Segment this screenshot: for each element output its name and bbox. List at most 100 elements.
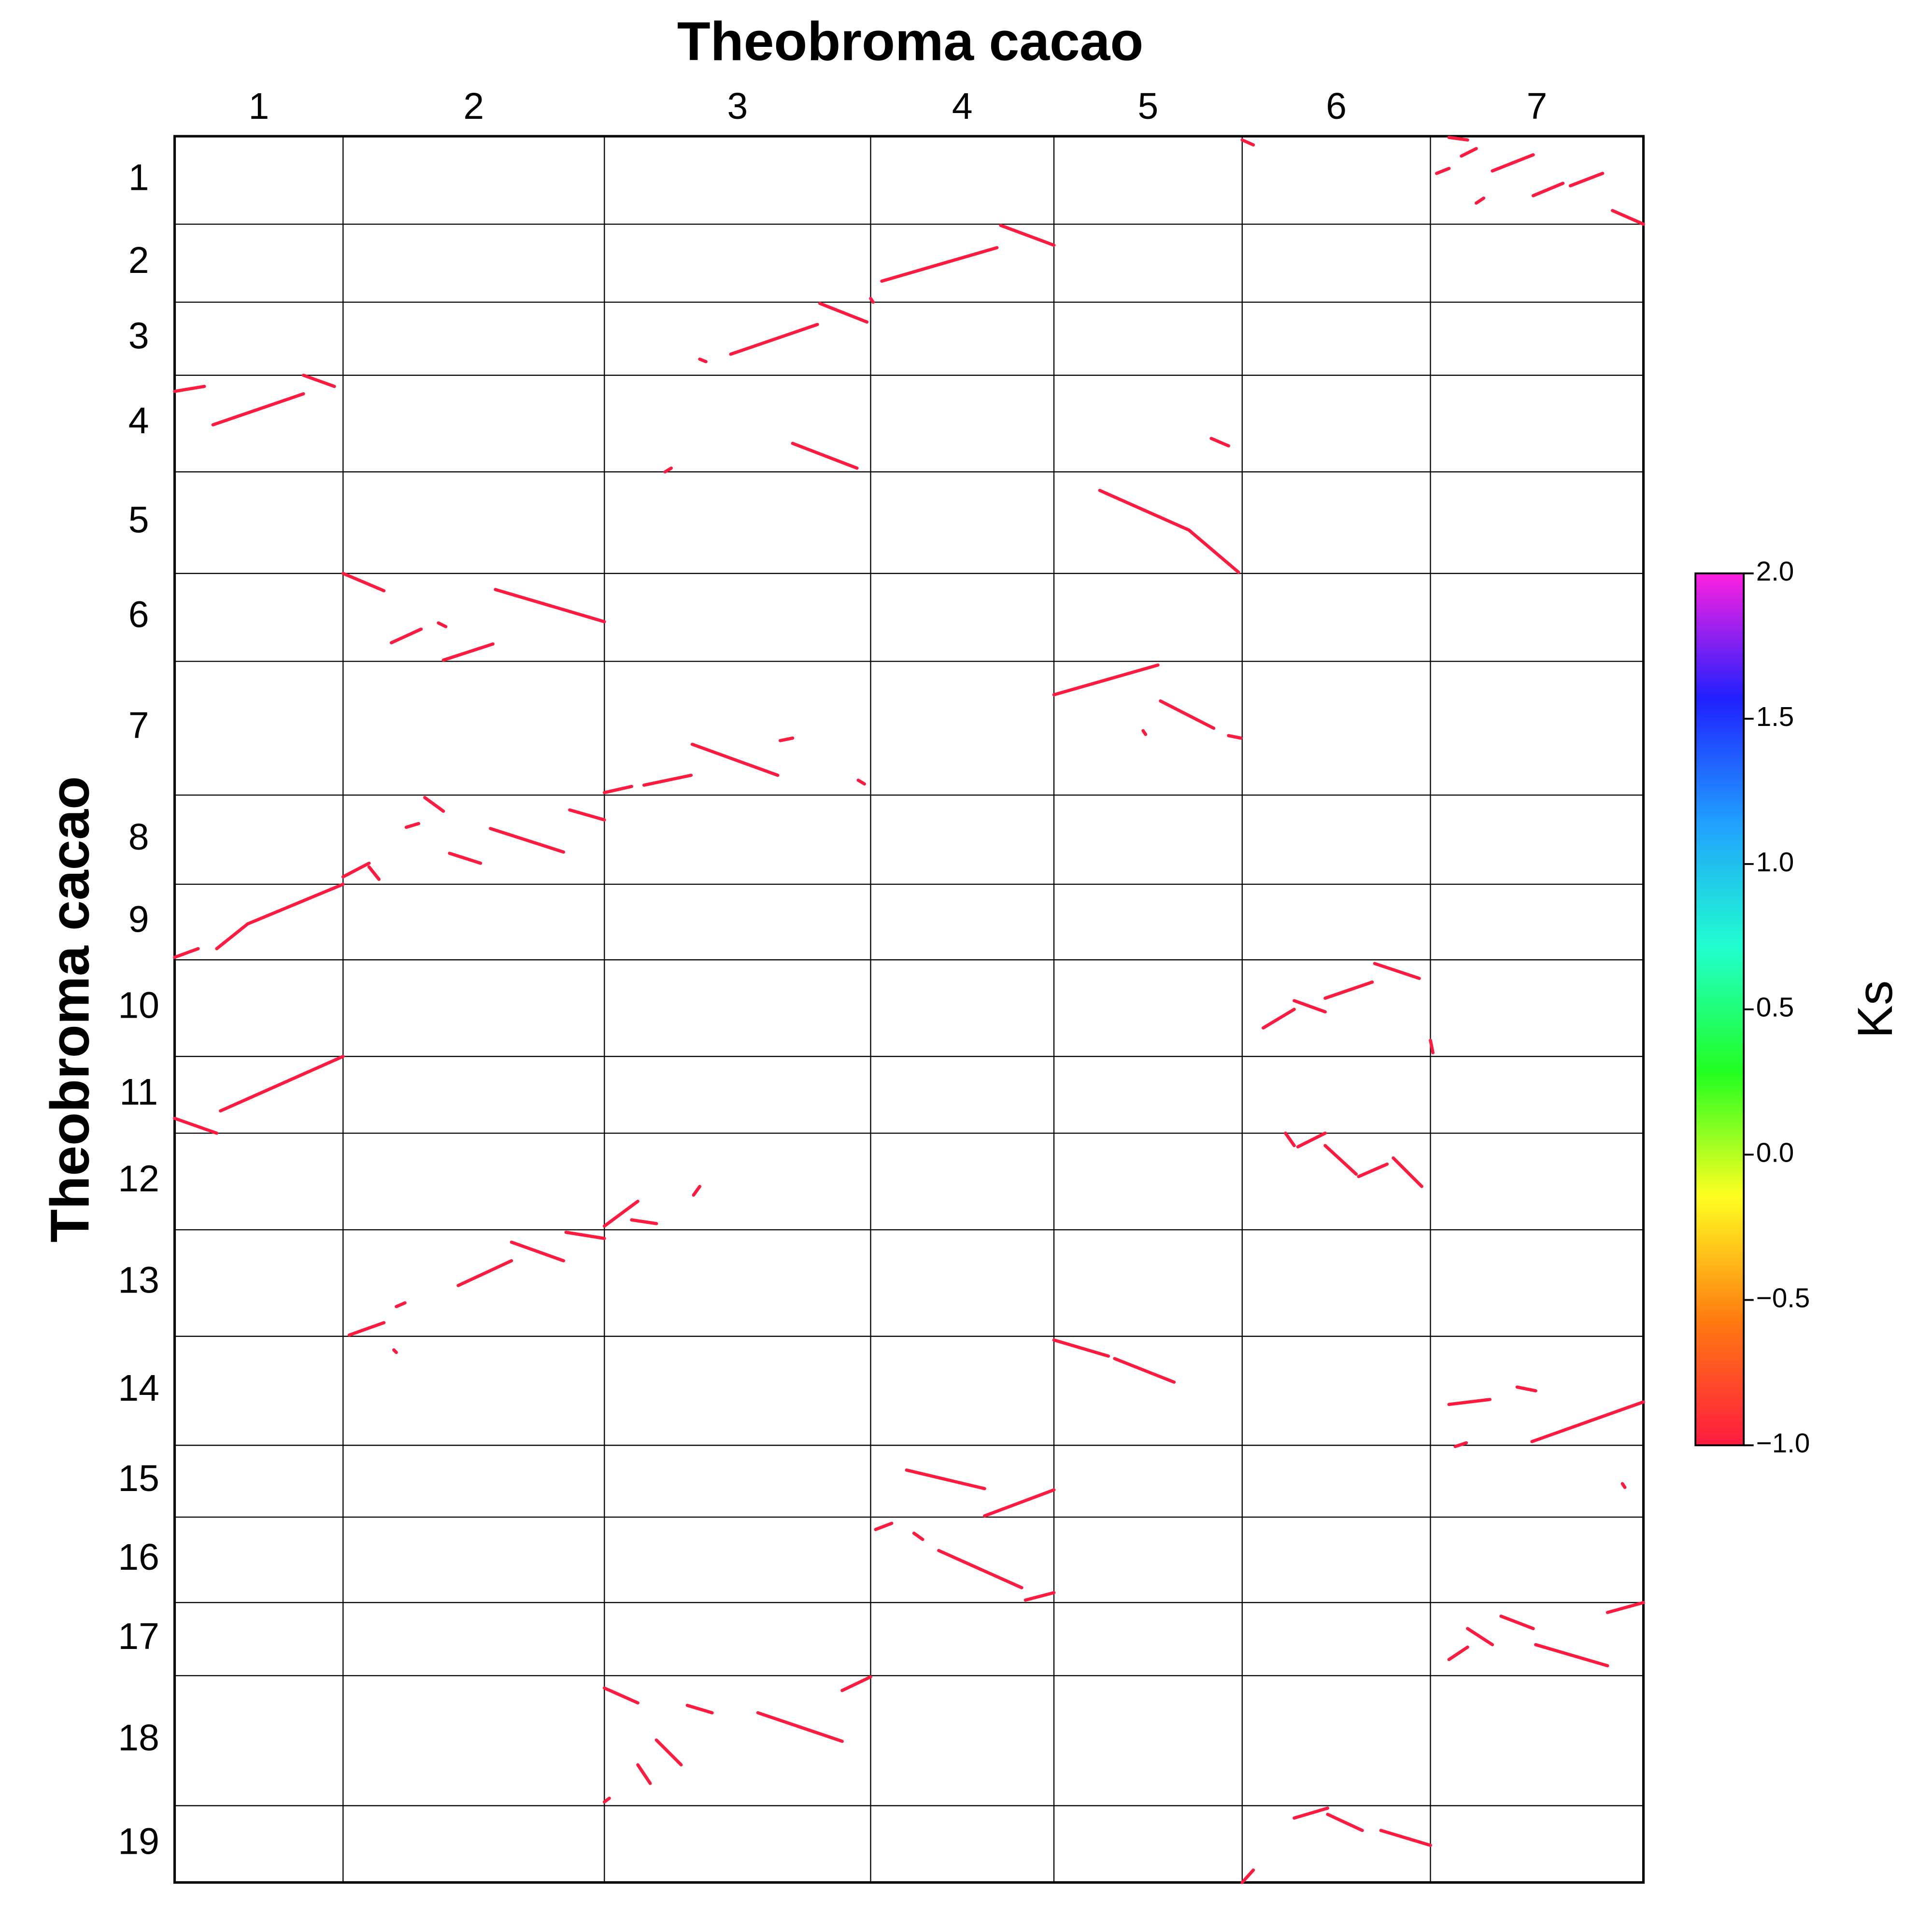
synteny-segment [663,466,673,474]
colorbar-tick-label: 0.0 [1756,1137,1794,1168]
y-chrom-label: 9 [128,898,149,940]
synteny-segment [1611,209,1645,226]
synteny-segment [630,1218,658,1225]
synteny-segment [1052,663,1160,696]
synteny-segment [1447,1645,1469,1662]
synteny-segment [1532,182,1565,198]
synteny-segment [301,373,336,388]
synteny-segment [1227,734,1243,740]
x-chrom-label: 3 [727,85,748,127]
synteny-segment [1293,999,1327,1014]
x-chrom-label: 5 [1138,85,1159,127]
y-chrom-label: 14 [118,1367,159,1409]
y-chrom-label: 11 [119,1071,158,1113]
synteny-segment [1530,1400,1645,1443]
y-chrom-label: 2 [128,240,149,281]
colorbar-tick-label: −0.5 [1756,1282,1810,1313]
y-chrom-label: 13 [118,1260,159,1301]
synteny-segment [602,784,634,795]
synteny-segment [698,357,708,364]
synteny-segment [602,1199,639,1228]
synteny-segment [1141,729,1148,736]
y-chrom-label: 12 [118,1158,159,1199]
synteny-segment [856,779,867,786]
synteny-segment [448,852,483,865]
synteny-segment [173,1117,219,1135]
colorbar-tick-label: 0.5 [1756,992,1794,1023]
synteny-segment [1323,980,1374,1000]
colorbar-label: Ks [1847,980,1903,1038]
synteny-segment [568,808,606,822]
y-chrom-label: 7 [128,705,149,746]
synteny-segment [685,1704,714,1715]
synteny-segment [1379,1829,1432,1847]
synteny-segment [691,742,780,777]
colorbar-tick-label: −1.0 [1756,1428,1810,1458]
synteny-segment [1460,147,1478,158]
synteny-segment [437,621,448,628]
synteny-segment [211,392,305,426]
synteny-segment [1326,1813,1364,1833]
synteny-segment [1323,1144,1358,1176]
synteny-segment [395,1301,407,1308]
synteny-segment [1240,138,1255,147]
synteny-segment [494,588,606,624]
synteny-segment [779,736,795,742]
synteny-segment [1447,1398,1492,1406]
synteny-segment [1392,1156,1423,1188]
synteny-segment [404,822,421,829]
y-chrom-label: 5 [128,499,149,540]
synteny-segment [173,947,200,959]
x-chrom-label: 6 [1326,85,1347,127]
synteny-segment [869,297,875,304]
colorbar-tick-label: 1.0 [1756,847,1794,877]
synteny-segment [1466,1627,1494,1647]
synteny-segment [1098,489,1191,532]
y-chrom-label: 3 [128,315,149,357]
x-chrom-label: 7 [1527,85,1548,127]
synteny-segment [341,861,371,879]
synteny-segment [392,1348,398,1354]
synteny-segment [840,1675,872,1692]
y-chrom-label: 8 [128,816,149,858]
synteny-segment [912,1532,924,1541]
x-chrom-label: 2 [463,85,484,127]
chart-title: Theobroma cacao [677,11,1143,72]
synteny-segment [880,246,999,283]
y-chrom-label: 19 [118,1820,159,1862]
synteny-segment [456,1259,513,1287]
synteny-segment [818,301,869,324]
synteny-segment [1453,1441,1468,1449]
synteny-segment [1052,1338,1110,1358]
synteny-segment [791,441,859,470]
y-chrom-label: 17 [118,1616,159,1657]
synteny-segment [347,1321,386,1337]
y-chrom-label: 16 [118,1536,159,1578]
synteny-segment [389,627,423,645]
synteny-segment [564,1230,606,1240]
synteny-segment [937,1548,1023,1590]
synteny-segment [1187,528,1240,574]
synteny-segment [636,1763,652,1785]
synteny-segment [1620,1482,1627,1489]
synteny-segment [1605,1601,1645,1614]
colorbar-tick-label: 1.5 [1756,701,1794,732]
colorbar-tick-label: 2.0 [1756,556,1794,586]
synteny-segment [219,1054,345,1113]
y-axis-title: Theobroma cacao [40,776,100,1242]
synteny-segment [1209,437,1230,448]
synteny-segment [1240,1868,1255,1884]
synteny-segment [1284,1131,1296,1148]
synteny-segment [489,827,565,854]
synteny-segment [983,1488,1056,1518]
y-chrom-label: 15 [118,1458,159,1499]
synteny-segment [173,384,206,393]
synteny-segment [510,1240,565,1263]
synteny-segment [1296,1131,1327,1149]
synteny-segment [1373,962,1421,980]
synteny-segment [1447,136,1469,142]
synteny-segment [367,865,381,881]
synteny-segment [1159,699,1216,730]
